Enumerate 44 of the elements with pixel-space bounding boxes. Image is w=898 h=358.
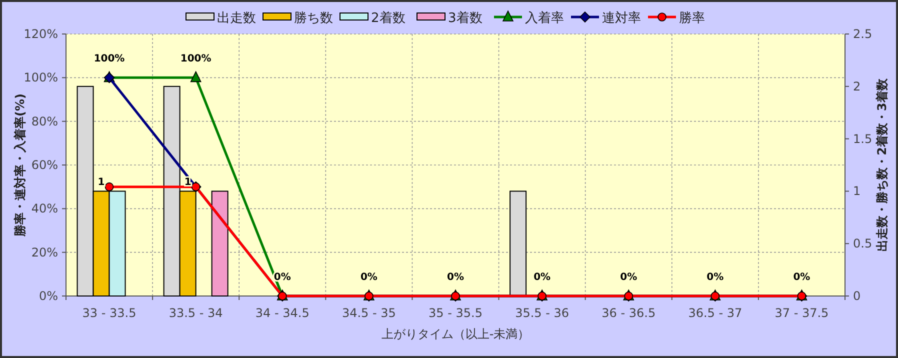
- data-label: 1: [184, 177, 192, 188]
- data-label: 0%: [360, 272, 378, 283]
- y-axis-title: 勝率・連対率・入着率(%): [13, 94, 27, 238]
- x-tick-label: 37 - 37.5: [774, 306, 829, 320]
- x-tick-label: 36 - 36.5: [602, 306, 656, 320]
- data-label: 100%: [180, 54, 212, 65]
- y-tick-label: 20%: [31, 245, 58, 260]
- y2-tick-label: 2.5: [853, 27, 872, 41]
- y2-tick-label: 0: [853, 289, 861, 303]
- data-label: 0%: [620, 272, 638, 283]
- y-tick-label: 60%: [31, 158, 58, 172]
- data-label: 100%: [94, 54, 125, 65]
- x-axis-title: 上がりタイム（以上-未満）: [381, 327, 530, 341]
- data-label: 1: [98, 177, 105, 188]
- data-label: 0%: [793, 272, 810, 283]
- legend-label: 2着数: [371, 10, 406, 26]
- y-tick-label: 0%: [38, 289, 58, 303]
- x-tick-label: 36.5 - 37: [688, 306, 742, 320]
- x-tick-label: 35 - 35.5: [428, 306, 482, 320]
- x-tick-label: 33.5 - 34: [168, 306, 223, 320]
- legend-label: 入着率: [525, 10, 564, 26]
- data-label: 0%: [534, 272, 551, 283]
- legend-label: 勝ち数: [294, 11, 333, 26]
- data-label: 0%: [447, 272, 464, 283]
- y2-axis-title: 出走数・勝ち数・2着数・3着数: [875, 78, 889, 252]
- y-tick-label: 80%: [31, 114, 58, 128]
- legend-label: 勝率: [679, 10, 705, 26]
- y2-tick-label: 2: [853, 79, 861, 94]
- y2-tick-label: 1: [853, 184, 861, 198]
- legend-label: 出走数: [217, 11, 256, 26]
- legend-label: 3着数: [448, 10, 482, 26]
- x-tick-label: 33 - 33.5: [82, 306, 136, 320]
- point: [190, 71, 202, 82]
- y-tick-label: 40%: [31, 202, 58, 216]
- x-tick-label: 35.5 - 36: [515, 306, 570, 320]
- y2-tick-label: 1.5: [853, 132, 872, 146]
- legend-label: 連対率: [602, 10, 641, 26]
- y-tick-label: 100%: [24, 70, 58, 85]
- y-tick-label: 120%: [24, 27, 58, 41]
- point: [104, 182, 114, 192]
- x-tick-label: 34.5 - 35: [342, 306, 396, 320]
- y2-tick-label: 0.5: [853, 236, 872, 251]
- data-label: 0%: [706, 272, 724, 283]
- x-tick-label: 34 - 34.5: [255, 306, 310, 320]
